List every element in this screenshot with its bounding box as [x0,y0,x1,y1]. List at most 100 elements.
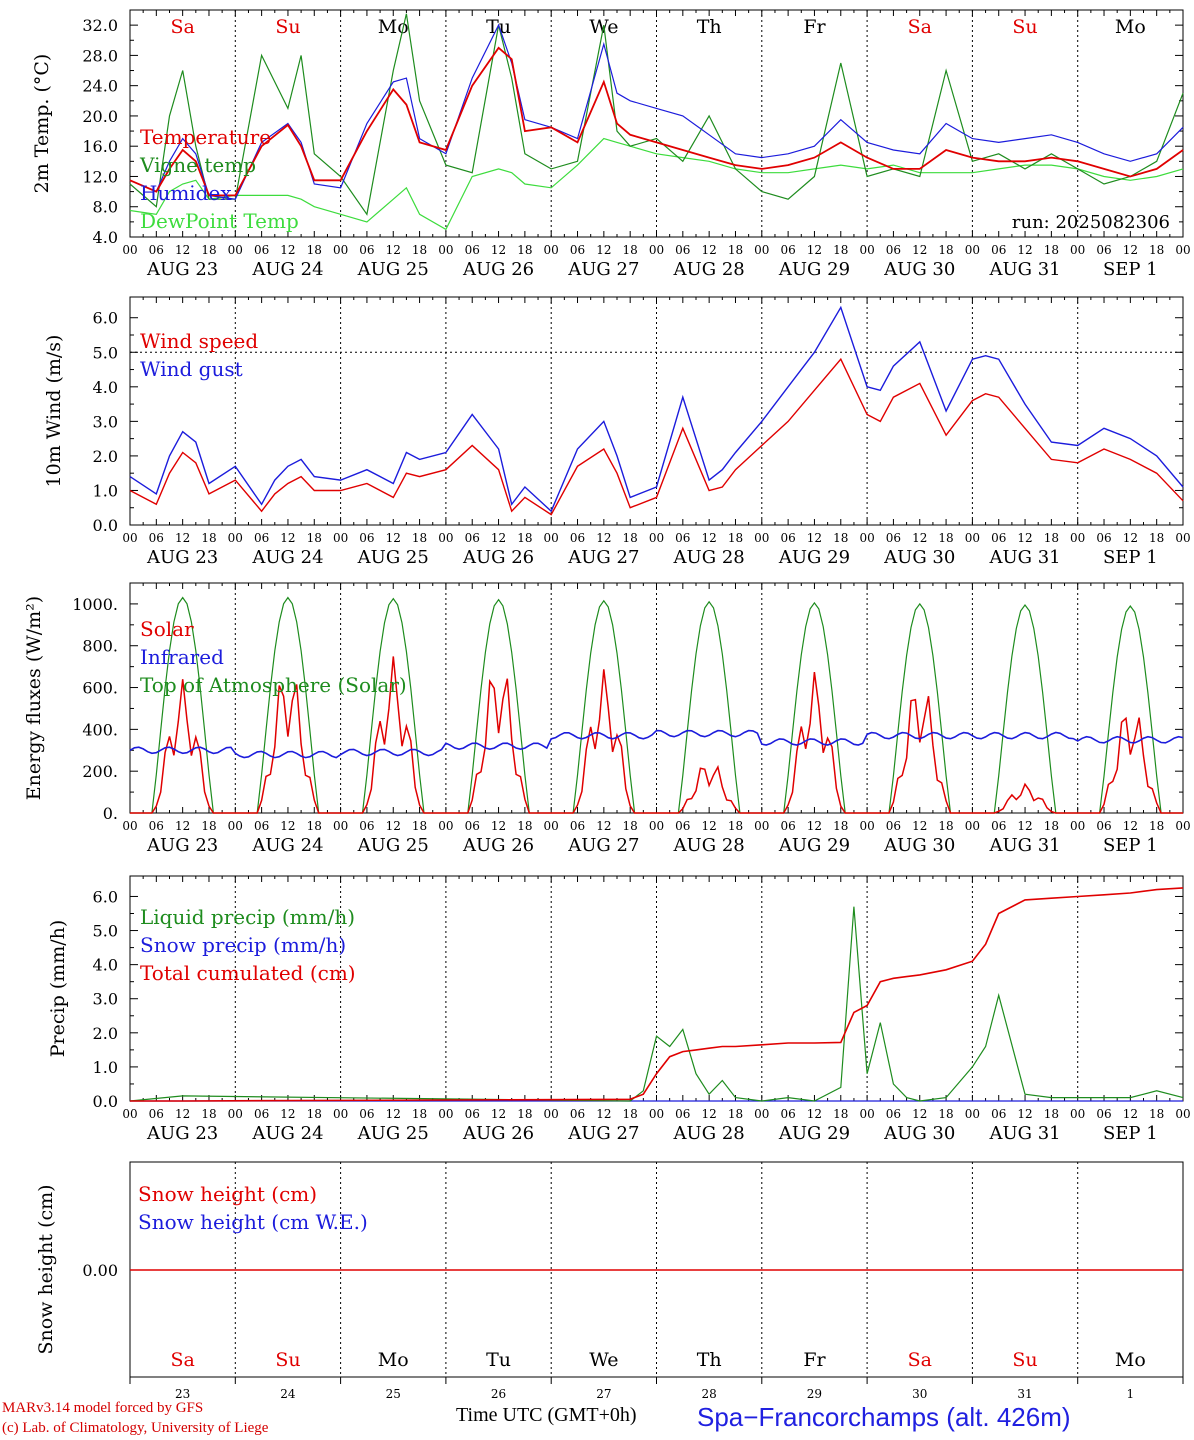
legend-entry: Snow precip (mm/h) [140,933,346,957]
hour-tick-label: 00 [228,819,243,833]
timeline-date-label: 28 [702,1387,717,1401]
hour-tick-label: 06 [465,819,480,833]
hour-tick-label: 06 [359,531,374,545]
hour-tick-label: 00 [438,531,453,545]
hour-tick-label: 18 [412,1107,427,1121]
y-tick-label: 4.0 [93,378,118,397]
date-label: AUG 23 [146,1123,218,1144]
date-label: AUG 26 [462,259,534,280]
hour-tick-label: 00 [122,1107,137,1121]
hour-tick-label: 18 [307,243,322,257]
precipitation-panel: 00 06 12 18 00 06 12 18 00 06 12 18 00 06 12 18 00 06 12 18… [47,875,1191,1144]
hour-tick-label: 06 [359,819,374,833]
y-tick-label: 4.0 [93,956,118,975]
y-axis-label: 2m Temp. (°C) [31,54,53,194]
timeline-date-label: 23 [175,1387,190,1401]
y-tick-label: 24.0 [82,77,118,96]
hour-tick-label: 18 [1044,819,1059,833]
temperature-panel: 00 06 12 18 00 06 12 18 00 06 12 18 00 06 12 18 00 06 12 18… [31,9,1191,280]
hour-tick-label: 18 [728,1107,743,1121]
hour-tick-label: 12 [1017,243,1032,257]
hour-tick-label: 06 [570,531,585,545]
hour-tick-label: 12 [702,243,717,257]
y-tick-label: 3.0 [93,412,118,431]
series-line-solar [130,656,1183,814]
hour-tick-label: 12 [280,1107,295,1121]
timeline-date-label: 25 [386,1387,401,1401]
weekday-label: Fr [803,1349,826,1371]
legend-entry: Snow height (cm W.E.) [138,1210,368,1234]
hour-tick-label: 12 [1123,243,1138,257]
timeline-date-label: 27 [596,1387,611,1401]
y-tick-label: 1.0 [93,1058,118,1077]
hour-tick-label: 06 [1096,243,1111,257]
hour-tick-label: 18 [833,819,848,833]
hour-tick-label: 06 [991,1107,1006,1121]
hour-tick-label: 18 [517,531,532,545]
hour-tick-label: 06 [675,243,690,257]
hour-tick-label: 18 [728,819,743,833]
y-tick-label: 28.0 [82,46,118,65]
hour-tick-label: 18 [728,531,743,545]
timeline-date-label: 24 [280,1387,296,1401]
date-label: AUG 31 [988,835,1060,856]
hour-tick-label: 12 [596,531,611,545]
weekday-label: Su [1012,16,1037,38]
hour-tick-label: 18 [623,1107,638,1121]
y-tick-label: 0. [103,804,118,823]
weekday-label: Sa [170,1349,194,1371]
hour-tick-label: 00 [859,1107,874,1121]
legend-entry: Infrared [140,645,224,669]
hour-tick-label: 00 [1175,819,1190,833]
weekday-label: We [589,1349,618,1371]
hour-tick-label: 18 [307,819,322,833]
date-label: SEP 1 [1103,259,1158,280]
date-label: AUG 23 [146,259,218,280]
date-label: AUG 28 [673,259,745,280]
hour-tick-label: 12 [702,819,717,833]
snow-height-panel: 0.00 Snow height (cm) Snow height (cm) Snow… [35,1161,1184,1401]
hour-tick-label: 06 [886,819,901,833]
date-label: AUG 31 [988,259,1060,280]
hour-tick-label: 12 [491,1107,506,1121]
hour-tick-label: 18 [201,531,216,545]
series-line-total-cumulated [130,887,1184,1102]
hour-tick-label: 00 [544,531,559,545]
hour-tick-label: 06 [254,1107,269,1121]
hour-tick-label: 00 [649,243,664,257]
hour-tick-label: 12 [1123,819,1138,833]
hour-tick-label: 18 [517,243,532,257]
hour-tick-label: 00 [649,1107,664,1121]
hour-tick-label: 18 [938,243,953,257]
hour-tick-label: 00 [333,1107,348,1121]
y-tick-label: 0.0 [93,516,118,535]
hour-tick-label: 12 [912,531,927,545]
hour-tick-label: 12 [175,531,190,545]
time-axis-label: Time UTC (GMT+0h) [456,1404,637,1426]
lab-credit: (c) Lab. of Climatology, University of L… [2,1420,269,1436]
hour-tick-label: 00 [754,243,769,257]
hour-tick-label: 06 [149,243,164,257]
date-label: AUG 26 [462,547,534,568]
hour-tick-label: 06 [254,243,269,257]
hour-tick-label: 12 [175,1107,190,1121]
hour-tick-label: 12 [491,243,506,257]
hour-tick-label: 06 [570,243,585,257]
y-tick-label: 0.0 [93,1092,118,1111]
weekday-label: Th [697,16,722,38]
hour-tick-label: 00 [1070,531,1085,545]
hour-tick-label: 12 [807,531,822,545]
y-tick-label: 8.0 [93,198,118,217]
date-label: AUG 24 [251,1123,323,1144]
date-label: AUG 29 [778,547,850,568]
weekday-label: Su [275,16,300,38]
hour-tick-label: 00 [649,531,664,545]
hour-tick-label: 12 [1017,819,1032,833]
weekday-label: Sa [908,1349,932,1371]
y-tick-label: 200. [82,762,118,781]
hour-tick-label: 06 [149,819,164,833]
hour-tick-label: 06 [359,1107,374,1121]
energy-flux-panel: 00 06 12 18 00 06 12 18 00 06 12 18 00 06 12 18 00 06 12 18… [23,582,1191,856]
hour-tick-label: 12 [702,531,717,545]
